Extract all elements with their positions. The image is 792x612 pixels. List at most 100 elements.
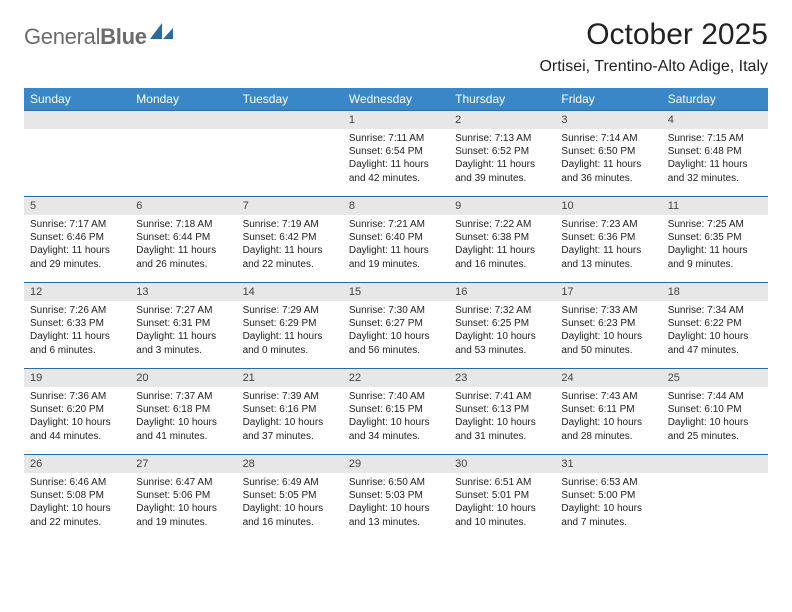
sunset-text: Sunset: 6:29 PM xyxy=(243,317,337,330)
daylight-text: Daylight: 10 hours and 41 minutes. xyxy=(136,416,230,442)
day-number: 1 xyxy=(343,110,449,129)
sunset-text: Sunset: 5:06 PM xyxy=(136,489,230,502)
daylight-text: Daylight: 10 hours and 34 minutes. xyxy=(349,416,443,442)
daylight-text: Daylight: 11 hours and 6 minutes. xyxy=(30,330,124,356)
sunrise-text: Sunrise: 7:39 AM xyxy=(243,390,337,403)
sunset-text: Sunset: 6:38 PM xyxy=(455,231,549,244)
day-detail xyxy=(130,129,236,179)
day-detail xyxy=(662,473,768,523)
calendar-day-cell: 25Sunrise: 7:44 AMSunset: 6:10 PMDayligh… xyxy=(662,368,768,454)
day-number: 31 xyxy=(555,454,661,473)
sunset-text: Sunset: 6:13 PM xyxy=(455,403,549,416)
sunset-text: Sunset: 6:16 PM xyxy=(243,403,337,416)
calendar-day-cell: 5Sunrise: 7:17 AMSunset: 6:46 PMDaylight… xyxy=(24,196,130,282)
sunset-text: Sunset: 6:10 PM xyxy=(668,403,762,416)
weekday-header-row: Sunday Monday Tuesday Wednesday Thursday… xyxy=(24,88,768,110)
day-number: 30 xyxy=(449,454,555,473)
day-detail: Sunrise: 7:40 AMSunset: 6:15 PMDaylight:… xyxy=(343,387,449,445)
sunrise-text: Sunrise: 7:27 AM xyxy=(136,304,230,317)
day-detail: Sunrise: 7:43 AMSunset: 6:11 PMDaylight:… xyxy=(555,387,661,445)
day-detail: Sunrise: 7:44 AMSunset: 6:10 PMDaylight:… xyxy=(662,387,768,445)
sunrise-text: Sunrise: 7:22 AM xyxy=(455,218,549,231)
calendar-day-cell: 17Sunrise: 7:33 AMSunset: 6:23 PMDayligh… xyxy=(555,282,661,368)
sunrise-text: Sunrise: 7:36 AM xyxy=(30,390,124,403)
sunset-text: Sunset: 6:25 PM xyxy=(455,317,549,330)
daylight-text: Daylight: 11 hours and 0 minutes. xyxy=(243,330,337,356)
sunset-text: Sunset: 5:05 PM xyxy=(243,489,337,502)
sunrise-text: Sunrise: 7:23 AM xyxy=(561,218,655,231)
daylight-text: Daylight: 10 hours and 22 minutes. xyxy=(30,502,124,528)
calendar-day-cell: 14Sunrise: 7:29 AMSunset: 6:29 PMDayligh… xyxy=(237,282,343,368)
day-number: 9 xyxy=(449,196,555,215)
day-number: 23 xyxy=(449,368,555,387)
day-number: 8 xyxy=(343,196,449,215)
day-detail xyxy=(24,129,130,179)
page-root: GeneralBlue October 2025 Ortisei, Trenti… xyxy=(0,0,792,540)
day-number: 19 xyxy=(24,368,130,387)
weekday-header: Sunday xyxy=(24,88,130,110)
header: GeneralBlue October 2025 Ortisei, Trenti… xyxy=(24,18,768,76)
calendar-day-cell: 30Sunrise: 6:51 AMSunset: 5:01 PMDayligh… xyxy=(449,454,555,540)
calendar-day-cell: 18Sunrise: 7:34 AMSunset: 6:22 PMDayligh… xyxy=(662,282,768,368)
day-detail xyxy=(237,129,343,179)
sunset-text: Sunset: 5:08 PM xyxy=(30,489,124,502)
calendar-day-cell: 31Sunrise: 6:53 AMSunset: 5:00 PMDayligh… xyxy=(555,454,661,540)
sunset-text: Sunset: 6:54 PM xyxy=(349,145,443,158)
calendar-day-cell: 21Sunrise: 7:39 AMSunset: 6:16 PMDayligh… xyxy=(237,368,343,454)
day-detail: Sunrise: 7:29 AMSunset: 6:29 PMDaylight:… xyxy=(237,301,343,359)
calendar-day-cell: 9Sunrise: 7:22 AMSunset: 6:38 PMDaylight… xyxy=(449,196,555,282)
sunrise-text: Sunrise: 6:50 AM xyxy=(349,476,443,489)
sunset-text: Sunset: 5:01 PM xyxy=(455,489,549,502)
day-number xyxy=(130,110,236,129)
sunset-text: Sunset: 6:40 PM xyxy=(349,231,443,244)
daylight-text: Daylight: 11 hours and 3 minutes. xyxy=(136,330,230,356)
day-number: 27 xyxy=(130,454,236,473)
daylight-text: Daylight: 10 hours and 44 minutes. xyxy=(30,416,124,442)
sunrise-text: Sunrise: 7:37 AM xyxy=(136,390,230,403)
weekday-header: Monday xyxy=(130,88,236,110)
month-title: October 2025 xyxy=(539,18,768,52)
calendar-day-cell: 1Sunrise: 7:11 AMSunset: 6:54 PMDaylight… xyxy=(343,110,449,196)
day-number: 28 xyxy=(237,454,343,473)
day-number: 21 xyxy=(237,368,343,387)
day-detail: Sunrise: 7:33 AMSunset: 6:23 PMDaylight:… xyxy=(555,301,661,359)
sunrise-text: Sunrise: 7:26 AM xyxy=(30,304,124,317)
sunset-text: Sunset: 6:27 PM xyxy=(349,317,443,330)
day-number: 25 xyxy=(662,368,768,387)
day-number: 17 xyxy=(555,282,661,301)
day-detail: Sunrise: 7:25 AMSunset: 6:35 PMDaylight:… xyxy=(662,215,768,273)
sunset-text: Sunset: 6:22 PM xyxy=(668,317,762,330)
calendar-day-cell: 7Sunrise: 7:19 AMSunset: 6:42 PMDaylight… xyxy=(237,196,343,282)
day-number: 10 xyxy=(555,196,661,215)
calendar-day-cell: 15Sunrise: 7:30 AMSunset: 6:27 PMDayligh… xyxy=(343,282,449,368)
day-number: 4 xyxy=(662,110,768,129)
day-number xyxy=(237,110,343,129)
day-detail: Sunrise: 6:46 AMSunset: 5:08 PMDaylight:… xyxy=(24,473,130,531)
calendar-week-row: 5Sunrise: 7:17 AMSunset: 6:46 PMDaylight… xyxy=(24,196,768,282)
day-detail: Sunrise: 7:17 AMSunset: 6:46 PMDaylight:… xyxy=(24,215,130,273)
calendar-day-cell xyxy=(130,110,236,196)
daylight-text: Daylight: 10 hours and 28 minutes. xyxy=(561,416,655,442)
calendar-table: Sunday Monday Tuesday Wednesday Thursday… xyxy=(24,88,768,540)
day-number: 14 xyxy=(237,282,343,301)
day-detail: Sunrise: 7:32 AMSunset: 6:25 PMDaylight:… xyxy=(449,301,555,359)
daylight-text: Daylight: 10 hours and 25 minutes. xyxy=(668,416,762,442)
calendar-week-row: 12Sunrise: 7:26 AMSunset: 6:33 PMDayligh… xyxy=(24,282,768,368)
day-detail: Sunrise: 6:47 AMSunset: 5:06 PMDaylight:… xyxy=(130,473,236,531)
calendar-day-cell: 22Sunrise: 7:40 AMSunset: 6:15 PMDayligh… xyxy=(343,368,449,454)
sunrise-text: Sunrise: 6:47 AM xyxy=(136,476,230,489)
sunrise-text: Sunrise: 7:40 AM xyxy=(349,390,443,403)
day-detail: Sunrise: 6:51 AMSunset: 5:01 PMDaylight:… xyxy=(449,473,555,531)
calendar-day-cell: 13Sunrise: 7:27 AMSunset: 6:31 PMDayligh… xyxy=(130,282,236,368)
sunrise-text: Sunrise: 7:14 AM xyxy=(561,132,655,145)
day-detail: Sunrise: 7:39 AMSunset: 6:16 PMDaylight:… xyxy=(237,387,343,445)
calendar-day-cell: 10Sunrise: 7:23 AMSunset: 6:36 PMDayligh… xyxy=(555,196,661,282)
sunset-text: Sunset: 6:50 PM xyxy=(561,145,655,158)
calendar-day-cell: 27Sunrise: 6:47 AMSunset: 5:06 PMDayligh… xyxy=(130,454,236,540)
daylight-text: Daylight: 10 hours and 50 minutes. xyxy=(561,330,655,356)
calendar-day-cell: 20Sunrise: 7:37 AMSunset: 6:18 PMDayligh… xyxy=(130,368,236,454)
sunset-text: Sunset: 6:52 PM xyxy=(455,145,549,158)
sunrise-text: Sunrise: 7:41 AM xyxy=(455,390,549,403)
day-number: 11 xyxy=(662,196,768,215)
sunrise-text: Sunrise: 7:29 AM xyxy=(243,304,337,317)
